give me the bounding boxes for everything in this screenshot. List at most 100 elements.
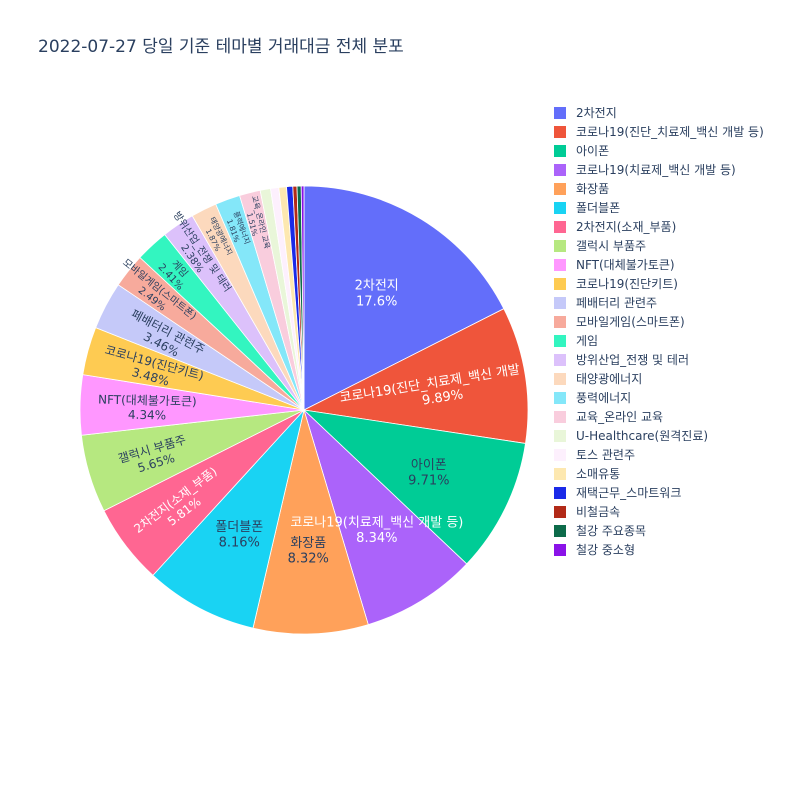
legend-swatch [554, 315, 566, 328]
slice-label-아이폰: 아이폰 [411, 458, 447, 473]
legend-item[interactable]: 아이폰 [548, 141, 764, 160]
slice-text-group: NFT(대체불가토큰)4.34% [98, 392, 197, 423]
legend-label: 철강 주요종목 [576, 524, 647, 538]
legend-label: 태양광에너지 [576, 372, 643, 386]
pie-slice-4 [303, 408, 468, 626]
pie-slices [79, 185, 529, 635]
pie-slice-2 [302, 308, 529, 444]
legend-label: 모바일게임(스마트폰) [576, 315, 685, 329]
legend-swatch [554, 258, 566, 271]
pie-slice-1 [303, 185, 505, 411]
legend-swatch [554, 448, 566, 461]
legend-swatch [554, 486, 566, 499]
legend-label: 화장품 [576, 182, 610, 196]
legend-swatch [554, 296, 566, 309]
legend-swatch [554, 201, 566, 214]
legend-item[interactable]: 코로나19(진단키트) [548, 274, 764, 293]
legend-swatch [554, 220, 566, 233]
slice-label-폴더블폰: 폴더블폰 [215, 520, 263, 535]
legend-item[interactable]: 비철금속 [548, 502, 764, 521]
legend-swatch [554, 239, 566, 252]
legend-item[interactable]: 토스 관련주 [548, 445, 764, 464]
slice-label-코로나19-치료제-백신-개발-등: 코로나19(치료제_백신 개발 등) [290, 515, 463, 530]
slice-percent-코로나19-치료제-백신-개발-등: 8.34% [356, 531, 397, 546]
legend-swatch [554, 429, 566, 442]
legend-item[interactable]: 재택근무_스마트워크 [548, 483, 764, 502]
legend-label: 풍력에너지 [576, 391, 632, 405]
chart-title: 2022-07-27 당일 기준 테마별 거래대금 전체 분포 [38, 37, 404, 57]
legend-label: 코로나19(치료제_백신 개발 등) [576, 163, 736, 177]
legend-label: 갤럭시 부품주 [576, 239, 647, 253]
slice-percent-화장품: 8.32% [288, 551, 329, 566]
legend-item[interactable]: 코로나19(치료제_백신 개발 등) [548, 160, 764, 179]
legend-label: 2차전지 [576, 106, 617, 120]
legend-item[interactable]: 화장품 [548, 179, 764, 198]
slice-percent-아이폰: 9.71% [408, 474, 449, 489]
legend-swatch [554, 467, 566, 480]
legend-swatch [554, 106, 566, 119]
legend-item[interactable]: 모바일게임(스마트폰) [548, 312, 764, 331]
legend-item[interactable]: 2차전지(소재_부품) [548, 217, 764, 236]
pie-slice-3 [302, 409, 526, 565]
legend-swatch [554, 163, 566, 176]
legend-item[interactable]: 철강 주요종목 [548, 521, 764, 540]
legend-item[interactable]: 코로나19(진단_치료제_백신 개발 등) [548, 122, 764, 141]
legend-label: 코로나19(진단_치료제_백신 개발 등) [576, 125, 764, 139]
pie-slice-24 [300, 185, 305, 411]
legend-swatch [554, 391, 566, 404]
legend-item[interactable]: 교육_온라인 교육 [548, 407, 764, 426]
slice-percent-코로나19-진단-치료제-백신-개발-등: 9.89% [421, 387, 464, 408]
legend-swatch [554, 410, 566, 423]
slice-percent-2차전지: 17.6% [356, 294, 397, 309]
legend-item[interactable]: 게임 [548, 331, 764, 350]
legend-swatch [554, 505, 566, 518]
legend-label: 토스 관련주 [576, 448, 636, 462]
legend-swatch [554, 125, 566, 138]
legend-item[interactable]: 2차전지 [548, 103, 764, 122]
legend-label: 코로나19(진단키트) [576, 277, 678, 291]
legend-swatch [554, 372, 566, 385]
legend-swatch [554, 277, 566, 290]
legend-item[interactable]: 철강 중소형 [548, 540, 764, 559]
slice-label-2차전지: 2차전지 [355, 279, 399, 294]
legend-item[interactable]: 방위산업_전쟁 및 테러 [548, 350, 764, 369]
legend-label: 소매유통 [576, 467, 621, 481]
legend-label: 비철금속 [576, 505, 621, 519]
legend-label: 재택근무_스마트워크 [576, 486, 682, 500]
legend-swatch [554, 334, 566, 347]
legend-label: 교육_온라인 교육 [576, 410, 664, 424]
legend-label: NFT(대체불가토큰) [576, 258, 675, 272]
legend-item[interactable]: U-Healthcare(원격진료) [548, 426, 764, 445]
legend-item[interactable]: NFT(대체불가토큰) [548, 255, 764, 274]
legend-swatch [554, 182, 566, 195]
slice-percent-nft-대체불가토큰: 4.34% [128, 408, 166, 423]
legend-label: 2차전지(소재_부품) [576, 220, 677, 234]
slice-label-nft-대체불가토큰: NFT(대체불가토큰) [98, 392, 197, 408]
legend-label: 철강 중소형 [576, 543, 636, 557]
slice-label-화장품: 화장품 [290, 536, 326, 551]
legend-item[interactable]: 페배터리 관련주 [548, 293, 764, 312]
legend-swatch [554, 524, 566, 537]
legend-item[interactable]: 폴더블폰 [548, 198, 764, 217]
slice-percent-폴더블폰: 8.16% [219, 536, 260, 551]
pie-slice-6 [152, 408, 305, 629]
slice-text-group: 코로나19(치료제_백신 개발 등)8.34% [290, 515, 463, 546]
legend-swatch [554, 543, 566, 556]
legend-item[interactable]: 소매유통 [548, 464, 764, 483]
legend-label: U-Healthcare(원격진료) [576, 429, 709, 443]
legend-item[interactable]: 풍력에너지 [548, 388, 764, 407]
legend-item[interactable]: 태양광에너지 [548, 369, 764, 388]
legend-item[interactable]: 갤럭시 부품주 [548, 236, 764, 255]
legend-swatch [554, 353, 566, 366]
legend-label: 아이폰 [576, 144, 610, 158]
pie-slice-5 [252, 408, 369, 635]
legend-label: 페배터리 관련주 [576, 296, 658, 310]
legend-label: 방위산업_전쟁 및 테러 [576, 353, 689, 367]
legend-label: 폴더블폰 [576, 201, 621, 215]
